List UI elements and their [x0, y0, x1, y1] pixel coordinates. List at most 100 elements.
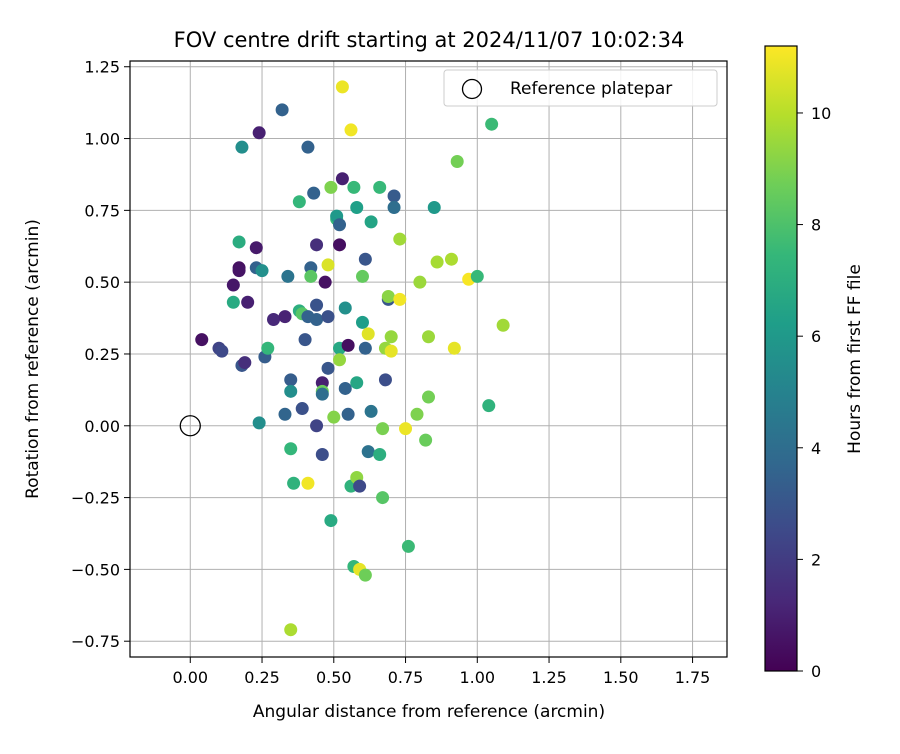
data-point — [292, 195, 306, 209]
data-point — [301, 140, 315, 154]
data-point — [361, 445, 375, 459]
data-point — [310, 313, 324, 327]
data-point — [373, 180, 387, 194]
data-point — [419, 433, 433, 447]
x-axis-label: Angular distance from reference (arcmin) — [253, 702, 605, 722]
data-point — [333, 353, 347, 367]
data-point — [333, 238, 347, 252]
data-point — [321, 258, 335, 272]
colorbar-tick-label: 8 — [811, 216, 821, 235]
data-point — [324, 514, 338, 528]
data-point — [387, 200, 401, 214]
data-point — [310, 298, 324, 312]
colorbar-tick-label: 0 — [811, 662, 821, 681]
data-point — [335, 80, 349, 94]
y-axis-ticks: −0.75 −0.50 −0.25 0.00 0.25 0.50 0.75 1.00 1.25 — [71, 58, 130, 651]
data-point — [358, 252, 372, 266]
data-point — [482, 399, 496, 413]
data-point — [310, 238, 324, 252]
data-point — [241, 295, 255, 309]
data-point — [338, 301, 352, 315]
data-point — [387, 189, 401, 203]
data-point — [281, 269, 295, 283]
data-point — [232, 235, 246, 249]
data-point — [338, 381, 352, 395]
data-point — [304, 269, 318, 283]
data-point — [450, 155, 464, 169]
data-point — [347, 180, 361, 194]
data-point — [393, 232, 407, 246]
data-point — [350, 376, 364, 390]
x-tick-label: 1.50 — [603, 668, 639, 687]
data-point — [373, 448, 387, 462]
data-point — [344, 123, 358, 137]
data-point — [318, 275, 332, 289]
x-tick-label: 0.50 — [316, 668, 352, 687]
y-tick-label: 0.00 — [84, 417, 120, 436]
colorbar-label: Hours from first FF file — [845, 264, 865, 454]
data-point — [232, 264, 246, 278]
data-point — [252, 416, 266, 430]
y-tick-label: 1.25 — [84, 58, 120, 77]
data-point — [422, 390, 435, 404]
data-point — [381, 290, 395, 304]
data-point — [238, 356, 252, 370]
data-point — [284, 384, 298, 398]
data-point — [384, 330, 398, 344]
data-point — [333, 218, 347, 232]
data-point — [261, 341, 275, 355]
data-point — [226, 295, 240, 309]
x-tick-label: 0.75 — [388, 668, 424, 687]
y-tick-label: 0.25 — [84, 345, 120, 364]
data-point — [307, 186, 321, 200]
data-point — [393, 292, 407, 306]
y-tick-label: −0.50 — [71, 560, 120, 579]
x-tick-label: 1.75 — [675, 668, 711, 687]
data-point — [364, 215, 378, 229]
colorbar-tick-label: 4 — [811, 439, 821, 458]
data-point — [335, 172, 349, 186]
data-point — [444, 252, 458, 266]
data-point — [327, 410, 341, 424]
y-tick-label: 0.75 — [84, 201, 120, 220]
x-tick-label: 0.25 — [244, 668, 280, 687]
data-point — [410, 407, 424, 421]
data-point — [341, 338, 355, 352]
y-tick-label: −0.25 — [71, 489, 120, 508]
y-tick-label: 1.00 — [84, 130, 120, 149]
data-point — [358, 341, 372, 355]
data-point — [298, 333, 312, 347]
colorbar-frame — [764, 45, 798, 672]
data-point — [376, 422, 390, 436]
data-point — [350, 200, 364, 214]
legend: Reference platepar — [443, 69, 718, 107]
data-point — [278, 407, 292, 421]
data-point — [249, 241, 263, 255]
data-points — [195, 80, 510, 637]
x-axis-ticks: 0.00 0.25 0.50 0.75 1.00 1.25 1.50 1.75 — [172, 657, 710, 687]
legend-label: Reference platepar — [510, 79, 672, 99]
colorbar-gradient — [765, 46, 797, 671]
data-point — [427, 200, 441, 214]
data-point — [353, 479, 367, 493]
colorbar: 0 2 4 6 8 10 Hours from first FF file — [764, 45, 865, 681]
x-tick-label: 0.00 — [172, 668, 208, 687]
data-point — [315, 448, 329, 462]
colorbar-tick-label: 10 — [811, 104, 831, 123]
data-point — [287, 476, 301, 490]
y-tick-label: 0.50 — [84, 273, 120, 292]
legend-reference-marker — [461, 78, 483, 100]
data-point — [310, 419, 324, 433]
data-point — [447, 341, 461, 355]
data-point — [252, 126, 266, 140]
data-point — [358, 568, 372, 582]
data-point — [422, 330, 435, 344]
data-point — [496, 318, 510, 332]
colorbar-tick-label: 2 — [811, 550, 821, 569]
data-point — [255, 264, 269, 278]
data-point — [355, 315, 369, 329]
legend-box — [443, 69, 718, 107]
data-point — [324, 180, 338, 194]
data-point — [470, 269, 484, 283]
